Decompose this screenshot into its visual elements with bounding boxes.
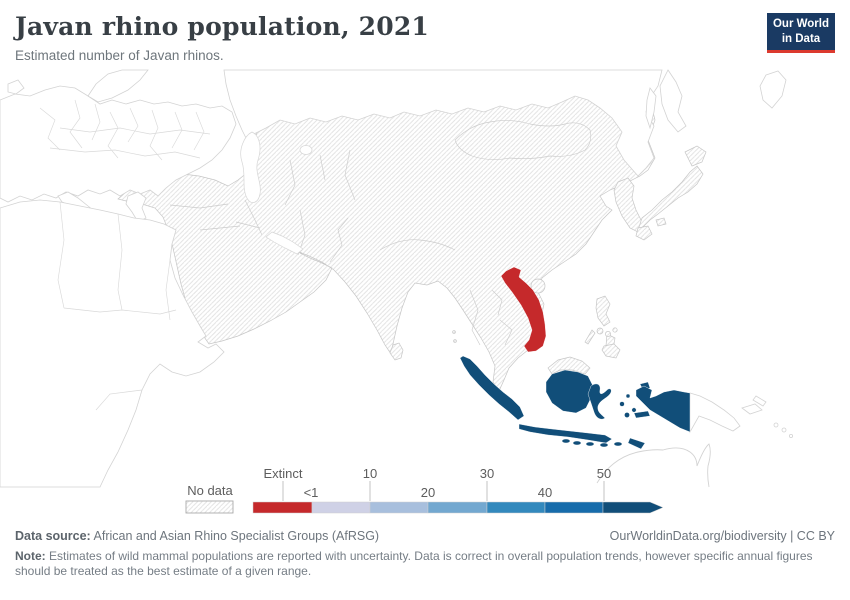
- legend-label-40: 40: [538, 485, 552, 500]
- map-no-data-region[interactable]: [117, 84, 707, 392]
- legend-label-extinct: Extinct: [263, 466, 302, 481]
- map-papua-new-guinea: [689, 392, 794, 438]
- owid-logo-line2: in Data: [781, 32, 821, 45]
- map-canvas: No data Extinct 10 30 50 <1 20 40: [0, 69, 794, 514]
- chart-header: Javan rhino population, 2021 Estimated n…: [15, 12, 835, 63]
- legend-bin-10[interactable]: [369, 501, 429, 514]
- map-sulawesi: [587, 383, 612, 420]
- page-title: Javan rhino population, 2021: [15, 12, 430, 41]
- data-source-text: African and Asian Rhino Specialist Group…: [93, 529, 380, 543]
- legend-bin-extinct[interactable]: [252, 501, 313, 514]
- map-kamchatka: [659, 69, 687, 133]
- legend-bin-40[interactable]: [544, 501, 604, 514]
- asia-map: No data Extinct 10 30 50 <1 20 40: [0, 69, 794, 514]
- legend-label-10: 10: [363, 466, 377, 481]
- map-country-vietnam[interactable]: [500, 266, 547, 353]
- map-java: [518, 423, 613, 444]
- map-sakhalin: [645, 87, 657, 130]
- map-africa: [0, 199, 225, 488]
- note-label: Note:: [15, 549, 46, 563]
- owid-logo[interactable]: Our World in Data: [767, 13, 835, 53]
- note-text: Estimates of wild mammal populations are…: [15, 549, 813, 578]
- data-source-label: Data source:: [15, 529, 91, 543]
- legend-label-50: 50: [597, 466, 611, 481]
- legend-label-20: 20: [421, 485, 435, 500]
- data-source-line: Data source: African and Asian Rhino Spe…: [15, 529, 379, 543]
- map-country-indonesia[interactable]: [459, 355, 691, 450]
- map-australia-coast: [596, 443, 711, 488]
- legend-bin-30[interactable]: [486, 501, 546, 514]
- legend-label-lt1: <1: [304, 485, 319, 500]
- legend-no-data-swatch[interactable]: [185, 500, 234, 514]
- aral-sea: [299, 145, 313, 155]
- persian-gulf: [265, 231, 304, 255]
- owid-logo-underline: [767, 50, 835, 53]
- map-kalimantan: [545, 369, 594, 414]
- caspian-sea: [240, 131, 261, 203]
- owid-logo-line1: Our World: [772, 18, 829, 30]
- map-papua-west: [635, 385, 691, 433]
- page-subtitle: Estimated number of Javan rhinos.: [15, 48, 224, 63]
- chart-footer: Data source: African and Asian Rhino Spe…: [15, 529, 835, 578]
- legend-bin-20[interactable]: [427, 501, 488, 514]
- map-legend: No data Extinct 10 30 50 <1 20 40: [185, 466, 664, 514]
- map-russia: [223, 69, 663, 177]
- legend-label-30: 30: [480, 466, 494, 481]
- owid-link[interactable]: OurWorldinData.org/biodiversity | CC BY: [609, 529, 835, 543]
- legend-bin-50plus[interactable]: [602, 501, 664, 514]
- legend-bin-lt1[interactable]: [311, 501, 371, 514]
- map-sumatra: [459, 355, 525, 421]
- map-island-ne: [759, 70, 787, 109]
- legend-no-data-label: No data: [187, 483, 233, 498]
- country-borders: [169, 120, 592, 346]
